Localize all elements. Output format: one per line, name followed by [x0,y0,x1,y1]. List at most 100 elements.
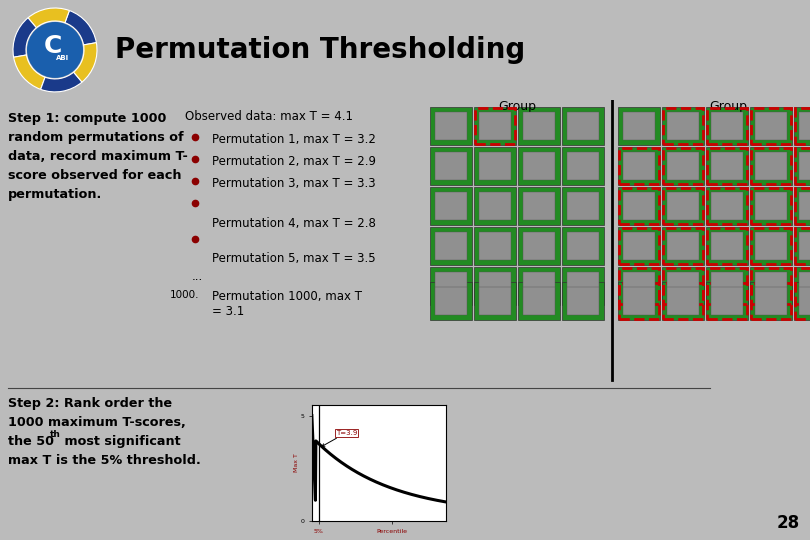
Text: Step 2: Rank order the: Step 2: Rank order the [8,397,172,410]
Bar [751,148,791,184]
Bar [755,272,787,300]
Bar [706,227,748,265]
Text: Permutation 1000, max T
= 3.1: Permutation 1000, max T = 3.1 [212,290,362,318]
Bar [562,282,604,320]
Bar [619,268,659,304]
Bar [795,188,810,224]
Bar [430,187,472,225]
Bar [667,192,699,220]
Bar [619,148,659,184]
Bar [435,112,467,140]
Bar [663,228,703,264]
Bar [430,147,472,185]
Bar [662,267,704,305]
Circle shape [27,22,83,78]
Bar [706,267,748,305]
Text: most significant: most significant [60,435,181,448]
Bar [662,282,704,320]
Bar [518,107,560,145]
Bar [799,152,810,180]
Bar [618,107,660,145]
Bar [662,107,704,145]
Bar [623,287,655,315]
Text: score observed for each: score observed for each [8,169,181,182]
Bar [623,112,655,140]
Bar [662,187,704,225]
Bar [794,147,810,185]
Bar [623,192,655,220]
Bar [435,232,467,260]
Bar [707,148,747,184]
Bar [667,287,699,315]
Bar [707,228,747,264]
Text: T=3.9: T=3.9 [322,429,357,447]
Bar [474,147,516,185]
Bar [618,227,660,265]
Bar [562,227,604,265]
Bar [562,267,604,305]
Bar [479,287,511,315]
Text: th: th [50,430,61,439]
Text: ...: ... [192,270,203,283]
Bar [479,112,511,140]
Bar [663,283,703,319]
Bar [706,107,748,145]
Bar [706,147,748,185]
Bar [562,107,604,145]
Bar [430,227,472,265]
Bar [663,108,703,144]
Bar [794,227,810,265]
Bar [799,192,810,220]
Text: Step 1: compute 1000: Step 1: compute 1000 [8,112,166,125]
Text: Permutation 2, max T = 2.9: Permutation 2, max T = 2.9 [212,155,376,168]
Bar [795,268,810,304]
Text: Group: Group [498,100,536,113]
Text: 1000 maximum T-scores,: 1000 maximum T-scores, [8,416,185,429]
Bar [618,282,660,320]
Text: Permutation 5, max T = 3.5: Permutation 5, max T = 3.5 [212,252,376,265]
Bar [799,287,810,315]
Bar [794,267,810,305]
Bar [562,147,604,185]
Bar [667,112,699,140]
Bar [750,107,792,145]
Text: Permutation 4, max T = 2.8: Permutation 4, max T = 2.8 [212,217,376,230]
Bar [567,192,599,220]
Text: Group: Group [709,100,747,113]
Wedge shape [13,18,36,57]
Bar [435,152,467,180]
Wedge shape [65,10,96,45]
Bar [479,192,511,220]
Bar [794,107,810,145]
Bar [567,112,599,140]
Bar [435,192,467,220]
Bar [711,232,743,260]
Wedge shape [74,43,97,82]
Bar [750,147,792,185]
Bar [706,187,748,225]
Bar [567,232,599,260]
Bar [711,272,743,300]
Text: permutation.: permutation. [8,188,102,201]
Bar [795,228,810,264]
Bar [518,187,560,225]
Y-axis label: Max T: Max T [294,454,299,472]
Bar [523,152,555,180]
Bar [750,227,792,265]
Bar [707,283,747,319]
Bar [523,112,555,140]
Bar [474,227,516,265]
Bar [663,188,703,224]
Bar [711,192,743,220]
Bar [667,152,699,180]
Text: 1000.: 1000. [170,290,199,300]
Bar [799,272,810,300]
Bar [518,282,560,320]
Bar [750,187,792,225]
Bar [518,227,560,265]
Text: data, record maximum T-: data, record maximum T- [8,150,188,163]
Bar [623,232,655,260]
Bar [430,282,472,320]
Bar [751,283,791,319]
Bar [523,287,555,315]
